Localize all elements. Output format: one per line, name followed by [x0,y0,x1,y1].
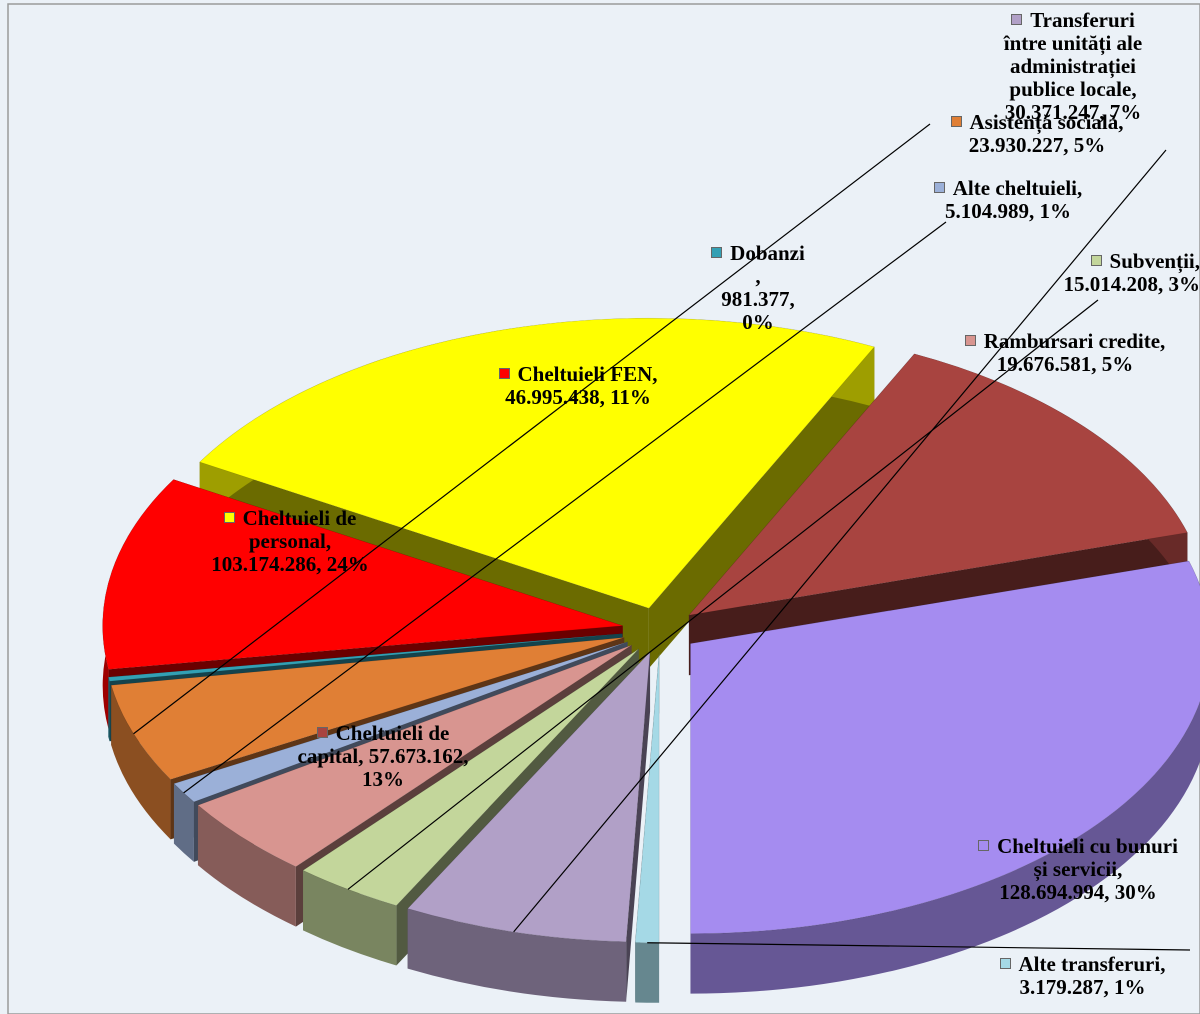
pie-slices [102,317,1200,1003]
label-alte-cheltuieli: Alte cheltuieli, 5.104.989, 1% [908,177,1108,223]
label-subventii-line2: 15.014.208, 3% [1063,272,1200,296]
label-capital: Cheltuieli de capital, 57.673.162, 13% [248,722,518,791]
label-dobanzi-line3: 981.377, [721,287,795,311]
label-dobanzi-line1: Dobanzi [730,241,805,265]
label-capital-line1: Cheltuieli de [335,721,450,745]
label-bunuri: Cheltuieli cu bunuri și servicii, 128.69… [958,835,1198,904]
slice-alte-cheltuieli-rim [173,783,194,862]
label-alte-transferuri: Alte transferuri, 3.179.287, 1% [975,953,1190,999]
label-transferuri-line5: 30.371.247, 7% [1004,100,1142,124]
swatch-bunuri [978,840,990,851]
label-dobanzi: Dobanzi , 981.377, 0% [688,242,828,334]
label-personal: Cheltuieli de personal, 103.174.286, 24% [160,507,420,576]
label-rambursari-line2: 19.676.581, 5% [996,352,1134,376]
label-transferuri-line1: Transferuri [1030,8,1135,32]
label-bunuri-line1: Cheltuieli cu bunuri [997,834,1178,858]
slice-cheltuieli-de-capital-top [688,353,1188,616]
label-transferuri: Transferuri între unități ale administra… [960,9,1186,124]
label-transferuri-line2: între unități ale [1003,31,1143,55]
slice-dobanzi-rim [108,677,110,742]
label-asistenta-line1: Asistență socială, [969,110,1124,134]
label-capital-line3: 13% [362,767,404,791]
label-subventii: Subvenții, 15.014.208, 3% [1012,250,1200,296]
swatch-rambursari [964,335,976,346]
leader-alte-transferuri [647,942,1191,951]
slice-cheltuieli-fen-top [102,479,623,670]
label-transferuri-line4: publice locale, [1009,77,1137,101]
label-dobanzi-line4: 0% [742,310,774,334]
slice-alte-transferuri [634,652,660,1003]
label-alte-cheltuieli-line1: Alte cheltuieli, [952,176,1083,200]
leader-subventii [347,299,1099,890]
slice-asistenta-sociala-rim [111,685,171,840]
swatch-fen [498,368,510,379]
label-fen-line1: Cheltuieli FEN, [517,362,658,386]
label-asistenta: Asistență socială, 23.930.227, 5% [922,111,1152,157]
slice-alte-transferuri-rim [635,942,660,1003]
label-fen-line2: 46.995.438, 11% [505,385,651,409]
slice-cheltuieli-de-personal-top [199,317,875,609]
label-fen: Cheltuieli FEN, 46.995.438, 11% [458,363,698,409]
label-subventii-line1: Subvenții, [1109,249,1200,273]
slice-cheltuieli-cu-bunuri-si-servicii [690,560,1200,994]
slice-cheltuieli-de-personal-wall-end [648,346,875,669]
label-personal-line2: personal, [248,529,332,553]
label-transferuri-line3: administrației [1010,54,1136,78]
slice-rambursari-credite-top [197,644,632,867]
label-personal-line3: 103.174.286, 24% [211,552,369,576]
leader-asistenta-sociala [133,123,931,735]
swatch-personal [223,512,235,523]
slice-subventii-rim [303,870,397,966]
leader-alte-cheltuieli [183,221,947,794]
slice-transferuri-intre-unitati-ale-administratiei-publice-locale [407,651,651,1002]
swatch-capital [316,727,328,738]
label-alte-transferuri-line1: Alte transferuri, [1018,952,1166,976]
label-dobanzi-line2: , [755,264,761,288]
swatch-subventii [1090,255,1102,266]
swatch-alte-transferuri [999,958,1011,969]
label-rambursari-line1: Rambursari credite, [983,329,1166,353]
leader-lines [133,123,1191,951]
slice-transferuri-intre-unitati-ale-administratiei-publice-locale-rim [407,908,627,1002]
chart-frame [7,3,1200,1014]
label-alte-cheltuieli-line2: 5.104.989, 1% [945,199,1071,223]
slice-alte-cheltuieli-top [173,641,628,803]
label-asistenta-line2: 23.930.227, 5% [968,133,1106,157]
label-rambursari: Rambursari credite, 19.676.581, 5% [934,330,1196,376]
slice-transferuri-intre-unitati-ale-administratiei-publice-locale-wall-start [626,652,651,1002]
label-bunuri-line2: și servicii, [1033,857,1123,881]
swatch-asistenta [950,116,962,127]
swatch-transferuri [1011,14,1023,25]
leader-transferuri-intre-unitati-ale-administratiei-publice-locale [513,149,1167,933]
label-alte-transferuri-line2: 3.179.287, 1% [1019,975,1146,999]
swatch-alte-cheltuieli [933,182,945,193]
slice-cheltuieli-cu-bunuri-si-servicii-top [690,560,1200,934]
label-personal-line1: Cheltuieli de [242,506,357,530]
label-capital-line2: capital, 57.673.162, [297,744,469,768]
slice-cheltuieli-cu-bunuri-si-servicii-rim [690,560,1200,994]
slice-rambursari-credite-rim [197,805,296,927]
label-bunuri-line3: 128.694.994, 30% [999,880,1157,904]
swatch-dobanzi [711,247,723,258]
